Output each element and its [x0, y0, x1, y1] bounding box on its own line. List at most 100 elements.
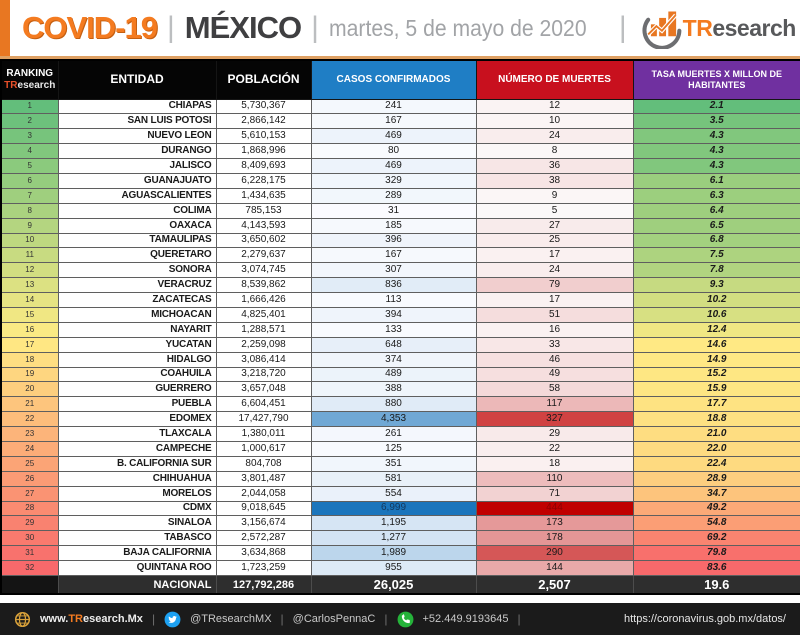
table-row: 19 COAHUILA 3,218,720 489 49 15.2: [0, 366, 800, 383]
col-header-entidad: ENTIDAD: [57, 59, 217, 100]
muertes-cell: 58: [475, 381, 634, 398]
muertes-cell: 144: [475, 560, 634, 576]
tasa-cell: 6.8: [632, 232, 800, 249]
table-row: 5 JALISCO 8,409,693 469 36 4.3: [0, 158, 800, 174]
footer-author-handle[interactable]: @CarlosPennaC: [292, 613, 376, 625]
footer-separator: |: [384, 612, 388, 626]
poblacion-cell: 4,143,593: [215, 217, 312, 234]
page-subtitle: MÉXICO: [184, 10, 302, 45]
rank-cell: 10: [0, 232, 59, 249]
rank-cell: 23: [0, 426, 59, 442]
entidad-cell: COLIMA: [57, 202, 217, 219]
casos-cell: 241: [310, 98, 477, 115]
poblacion-cell: 1,380,011: [215, 426, 312, 442]
entidad-cell: CHIAPAS: [57, 98, 217, 115]
entidad-cell: CDMX: [57, 500, 217, 517]
footer-twitter-handle[interactable]: @TResearchMX: [190, 613, 272, 625]
muertes-cell: 29: [475, 426, 634, 442]
table-row: 2 SAN LUIS POTOSI 2,866,142 167 10 3.5: [0, 113, 800, 130]
muertes-cell: 327: [475, 411, 634, 428]
rank-cell: 16: [0, 321, 59, 338]
tasa-cell: 17.7: [632, 396, 800, 413]
rank-cell: 13: [0, 277, 59, 294]
report-date: martes, 5 de mayo de 2020: [328, 14, 587, 41]
poblacion-cell: 6,604,451: [215, 396, 312, 413]
tasa-cell: 22.0: [632, 440, 800, 457]
tasa-cell: 22.4: [632, 455, 800, 472]
table-row: 29 SINALOA 3,156,674 1,195 173 54.8: [0, 515, 800, 532]
poblacion-cell: 5,730,367: [215, 98, 312, 115]
entidad-cell: SINALOA: [57, 515, 217, 532]
rank-cell: 28: [0, 500, 59, 517]
muertes-cell: 33: [475, 336, 634, 353]
entidad-cell: MICHOACAN: [57, 306, 217, 323]
poblacion-cell: 3,801,487: [215, 470, 312, 487]
tasa-cell: 2.1: [632, 98, 800, 115]
table-row: 25 B. CALIFORNIA SUR 804,708 351 18 22.4: [0, 455, 800, 472]
muertes-cell: 8: [475, 143, 634, 160]
poblacion-cell: 6,228,175: [215, 172, 312, 189]
casos-cell: 289: [310, 187, 477, 204]
poblacion-cell: 17,427,790: [215, 411, 312, 428]
header-separator: |: [618, 11, 627, 44]
muertes-cell: 5: [475, 202, 634, 219]
poblacion-cell: 2,279,637: [215, 247, 312, 264]
table-row: 28 CDMX 9,018,645 6,999 444 49.2: [0, 500, 800, 517]
muertes-cell: 46: [475, 351, 634, 368]
casos-cell: 955: [310, 560, 477, 576]
whatsapp-icon: [397, 611, 414, 628]
casos-cell: 351: [310, 455, 477, 472]
casos-cell: 4,353: [310, 411, 477, 428]
entidad-cell: QUERETARO: [57, 247, 217, 264]
tasa-cell: 12.4: [632, 321, 800, 338]
footer-separator: |: [517, 612, 521, 626]
tasa-cell: 21.0: [632, 426, 800, 442]
muertes-cell: 27: [475, 217, 634, 234]
muertes-cell: 71: [475, 485, 634, 502]
table-row: 12 SONORA 3,074,745 307 24 7.8: [0, 262, 800, 279]
poblacion-cell: 3,086,414: [215, 351, 312, 368]
table-row: 26 CHIHUAHUA 3,801,487 581 110 28.9: [0, 470, 800, 487]
entidad-cell: QUINTANA ROO: [57, 560, 217, 576]
poblacion-cell: 8,539,862: [215, 277, 312, 294]
footer-source-url[interactable]: https://coronavirus.gob.mx/datos/: [623, 613, 786, 625]
casos-cell: 31: [310, 202, 477, 219]
casos-cell: 489: [310, 366, 477, 383]
footer-separator: |: [151, 612, 156, 626]
muertes-cell: 173: [475, 515, 634, 532]
footer-phone[interactable]: +52.449.9193645: [422, 613, 509, 625]
rank-cell: 9: [0, 217, 59, 234]
col-header-casos: CASOS CONFIRMADOS: [310, 59, 477, 100]
table-row: 15 MICHOACAN 4,825,401 394 51 10.6: [0, 306, 800, 323]
entidad-cell: MORELOS: [57, 485, 217, 502]
footer-website-link[interactable]: www.TResearch.Mx: [40, 613, 143, 625]
casos-cell: 880: [310, 396, 477, 413]
entidad-cell: SAN LUIS POTOSI: [57, 113, 217, 130]
rank-cell: 27: [0, 485, 59, 502]
entidad-cell: TAMAULIPAS: [57, 232, 217, 249]
poblacion-cell: 1,434,635: [215, 187, 312, 204]
tasa-cell: 28.9: [632, 470, 800, 487]
casos-cell: 1,277: [310, 530, 477, 547]
rank-cell: 18: [0, 351, 59, 368]
rank-cell: 20: [0, 381, 59, 398]
muertes-cell: 16: [475, 321, 634, 338]
table-row: 9 OAXACA 4,143,593 185 27 6.5: [0, 217, 800, 234]
poblacion-cell: 804,708: [215, 455, 312, 472]
entidad-cell: YUCATAN: [57, 336, 217, 353]
table-row: 8 COLIMA 785,153 31 5 6.4: [0, 202, 800, 219]
table-row: 10 TAMAULIPAS 3,650,602 396 25 6.8: [0, 232, 800, 249]
poblacion-cell: 2,866,142: [215, 113, 312, 130]
tasa-cell: 7.8: [632, 262, 800, 279]
accent-bar: [0, 0, 10, 56]
muertes-cell: 79: [475, 277, 634, 294]
col-header-tasa: TASA MUERTES X MILLON DE HABITANTES: [632, 59, 800, 100]
header-separator: |: [311, 11, 319, 44]
rank-cell: 22: [0, 411, 59, 428]
total-muertes: 2,507: [475, 575, 634, 595]
rank-cell: 29: [0, 515, 59, 532]
tasa-cell: 49.2: [632, 500, 800, 517]
table-row: 24 CAMPECHE 1,000,617 125 22 22.0: [0, 440, 800, 457]
tasa-cell: 9.3: [632, 277, 800, 294]
casos-cell: 836: [310, 277, 477, 294]
